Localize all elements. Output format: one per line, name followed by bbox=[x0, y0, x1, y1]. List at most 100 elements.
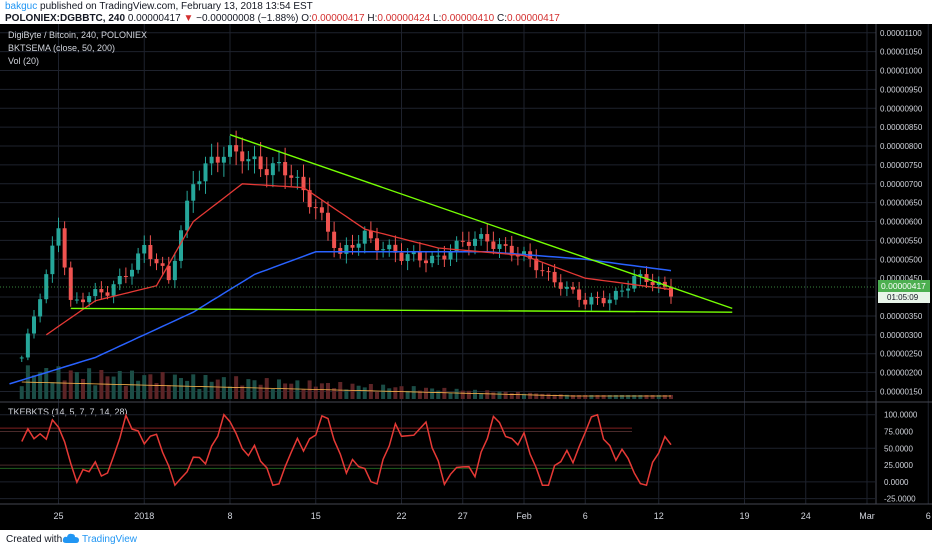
volume-bar bbox=[460, 390, 465, 399]
candle-body bbox=[332, 231, 337, 248]
tradingview-brand[interactable]: TradingView bbox=[82, 534, 138, 545]
bar-countdown: 01:05:09 bbox=[887, 293, 919, 302]
time-axis[interactable]: 25 2018 8 15 22 27 Feb 6 12 19 24 Mar 6 bbox=[53, 511, 930, 521]
tradingview-cloud-icon[interactable] bbox=[62, 532, 80, 549]
volume-bar bbox=[99, 369, 104, 399]
candle-body bbox=[368, 230, 373, 239]
candle-body bbox=[607, 299, 612, 304]
volume-bar bbox=[583, 395, 588, 399]
price-tick-label: 0.00000150 bbox=[880, 387, 923, 396]
candles bbox=[19, 130, 673, 362]
candle-body bbox=[228, 145, 232, 157]
candle-body bbox=[650, 281, 655, 286]
volume-bar bbox=[558, 394, 563, 399]
candle-body bbox=[295, 176, 300, 178]
time-tick-label: 19 bbox=[739, 511, 749, 521]
price-change: −0.00000008 (−1.88%) bbox=[196, 13, 299, 24]
volume-bar bbox=[350, 383, 355, 399]
volume-bar bbox=[522, 393, 526, 399]
legend-title: DigiByte / Bitcoin, 240, POLONIEX bbox=[8, 30, 147, 40]
candle-body bbox=[62, 228, 67, 268]
candle-body bbox=[197, 181, 202, 185]
volume-bar bbox=[326, 383, 330, 399]
volume-bar bbox=[258, 384, 263, 399]
legend-oscillator: TKEBKTS (14, 5, 7, 7, 14, 28) bbox=[8, 407, 128, 417]
candle-body bbox=[417, 251, 422, 261]
volume-bar bbox=[644, 395, 649, 399]
candle-body bbox=[319, 207, 324, 213]
volume-bar bbox=[503, 391, 508, 399]
candle-body bbox=[99, 289, 104, 293]
open-label: O: bbox=[301, 13, 312, 24]
volume-bar bbox=[283, 383, 288, 399]
oscillator-levels bbox=[0, 414, 876, 500]
chart-area[interactable]: DigiByte / Bitcoin, 240, POLONIEX BKTSEM… bbox=[0, 24, 932, 530]
candle-body bbox=[522, 251, 526, 256]
candle-body bbox=[111, 284, 116, 296]
price-tick-label: 0.00001050 bbox=[880, 48, 923, 57]
volume-bar bbox=[62, 380, 67, 399]
volume-bar bbox=[277, 379, 281, 399]
volume-bar bbox=[289, 383, 294, 399]
volume-bar bbox=[209, 381, 214, 399]
candle-body bbox=[503, 244, 508, 246]
oscillator-line bbox=[21, 413, 672, 487]
last-price: 0.00000417 bbox=[127, 13, 181, 24]
ohlc-line: POLONIEX:DGBBTC, 240 0.00000417 ▼ −0.000… bbox=[5, 13, 560, 24]
volume-bar bbox=[454, 388, 459, 399]
candle-body bbox=[221, 156, 226, 163]
oscillator-axis[interactable]: 100.0000 75.0000 50.0000 25.0000 0.0000 -25.0… bbox=[884, 411, 918, 504]
candle-body bbox=[185, 200, 190, 231]
candle-body bbox=[577, 289, 582, 300]
candle-body bbox=[515, 255, 520, 257]
volume-bar bbox=[313, 386, 318, 399]
candle-body bbox=[166, 265, 171, 281]
candle-body bbox=[613, 290, 618, 300]
close-label: C: bbox=[497, 13, 507, 24]
candle-body bbox=[87, 296, 92, 303]
price-tick-label: 0.00000850 bbox=[880, 123, 923, 132]
support-trendline[interactable] bbox=[70, 307, 733, 313]
candle-body bbox=[326, 212, 330, 232]
candle-body bbox=[344, 245, 349, 254]
volume-bar bbox=[117, 370, 122, 399]
volume-bar bbox=[154, 383, 159, 399]
candle-body bbox=[540, 270, 545, 272]
candle-body bbox=[595, 297, 600, 299]
candle-body bbox=[68, 267, 73, 300]
volume-bar bbox=[393, 387, 398, 399]
chart-canvas[interactable]: DigiByte / Bitcoin, 240, POLONIEX BKTSEM… bbox=[0, 24, 932, 530]
volume-bar bbox=[50, 382, 55, 399]
candle-body bbox=[620, 290, 624, 292]
volume-bar bbox=[356, 385, 361, 399]
candle-body bbox=[589, 297, 594, 305]
countdown-tag bbox=[878, 292, 930, 303]
volume-bar bbox=[228, 386, 232, 399]
candle-body bbox=[393, 244, 398, 253]
resistance-trendline[interactable] bbox=[229, 134, 733, 310]
volume-bar bbox=[632, 395, 637, 399]
volume-bar bbox=[485, 390, 490, 399]
time-tick-label: 27 bbox=[458, 511, 468, 521]
volume-bar bbox=[68, 370, 73, 399]
candle-body bbox=[558, 282, 563, 289]
candle-body bbox=[638, 274, 643, 277]
volume-bar bbox=[111, 376, 116, 399]
price-tick-label: 0.00001000 bbox=[880, 67, 923, 76]
price-axis[interactable]: 0.00001100 0.00001050 0.00001000 0.00000950… bbox=[880, 29, 923, 397]
author-link[interactable]: bakguc bbox=[5, 1, 38, 12]
candle-body bbox=[491, 241, 496, 249]
volume-bar bbox=[669, 395, 673, 399]
price-tick-label: 0.00000500 bbox=[880, 255, 923, 264]
candle-body bbox=[387, 244, 392, 250]
volume-bar bbox=[534, 393, 539, 399]
candle-body bbox=[479, 234, 484, 239]
volume-bar bbox=[528, 392, 533, 399]
volume-bar bbox=[148, 374, 153, 399]
oscillator-tick-label: 50.0000 bbox=[884, 444, 913, 453]
candle-body bbox=[448, 252, 453, 260]
candle-body bbox=[442, 255, 447, 260]
volume-bar bbox=[221, 377, 226, 399]
volume-bar bbox=[497, 391, 502, 399]
candle-body bbox=[160, 263, 165, 266]
